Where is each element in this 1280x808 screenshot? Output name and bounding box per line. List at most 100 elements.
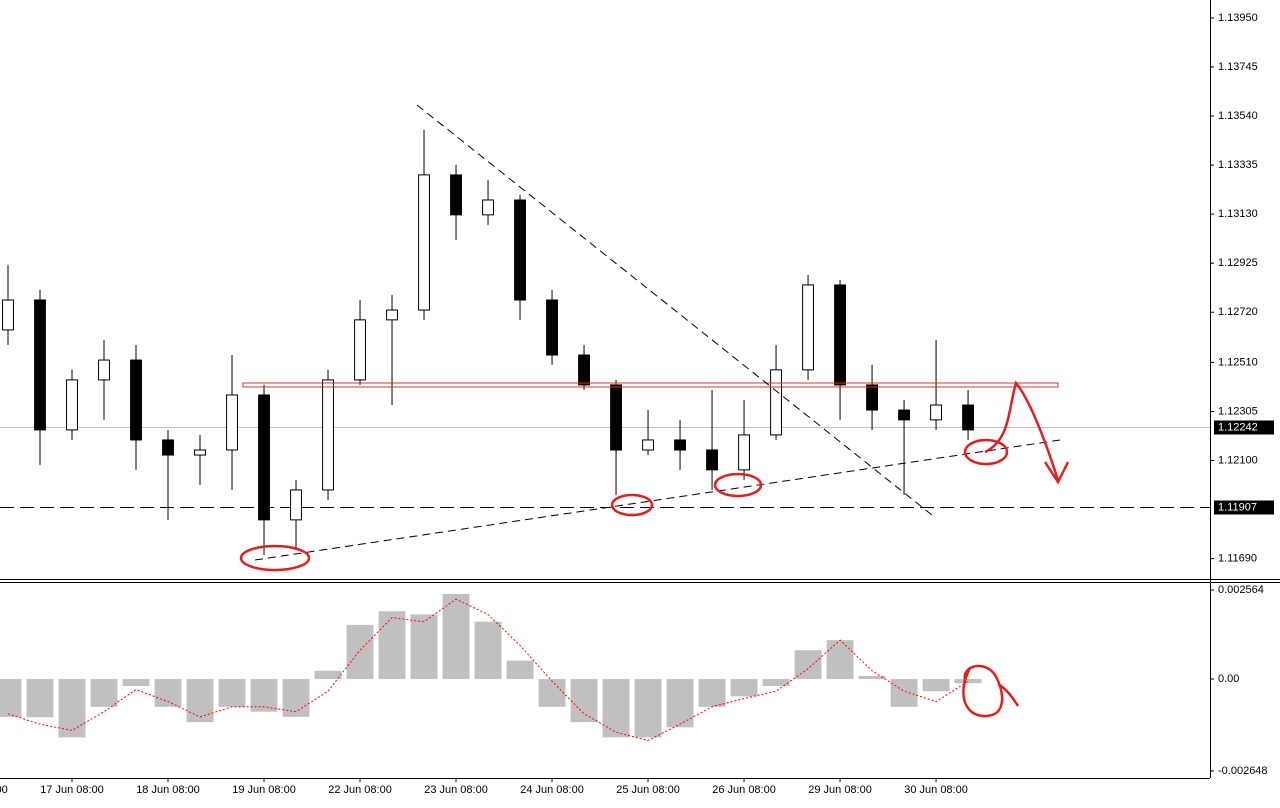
histogram-bar [858,675,886,680]
candle-body [802,284,814,371]
y-tick-label: 1.12720 [1218,306,1258,318]
candle-body [706,449,718,471]
candle-body [450,174,462,216]
candle-body [546,299,558,356]
histogram-bar [90,679,118,707]
histogram-bar [666,679,694,728]
candle-body [258,394,270,521]
x-tick-label: 29 Jun 08:00 [808,784,872,796]
y-tick-label: 1.12305 [1218,405,1258,417]
histogram-bar [154,679,182,707]
histogram-bar [410,614,438,680]
x-tick-label: 24 Jun 08:00 [520,784,584,796]
candle-body [482,199,494,216]
candle-body [514,199,526,301]
y-tick-label: 1.13745 [1218,61,1258,73]
x-tick-label: 23 Jun 08:00 [424,784,488,796]
candle-body [2,299,14,331]
price-layer: 1.13950 1.13745 1.13540 1.13335 1.13130 1.129… [0,12,1274,565]
highlight-circle [239,544,311,572]
histogram-bar [698,679,726,707]
trend-line [254,439,1061,561]
y-tick-label: 1.13540 [1218,110,1258,122]
x-tick-label: 22 Jun 08:00 [328,784,392,796]
histogram-bar [954,679,982,684]
x-tick-label: 30 Jun 08:00 [904,784,968,796]
price-label-box [1214,420,1274,435]
candle-body [770,369,782,436]
resistance-zone [242,382,1059,388]
candle-body [386,309,398,321]
signal-line [7,598,969,742]
histogram-bar [506,660,534,680]
x-tick-label: 17 Jun 08:00 [40,784,104,796]
candle-body [130,359,142,441]
candle-body [34,299,46,431]
histogram-bar [794,650,822,680]
histogram-bar [250,679,278,712]
histogram-bar [570,679,598,723]
histogram-bar [26,679,54,718]
histogram-bar [218,679,246,707]
price-label: 1.12242 [1218,421,1258,433]
highlight-circle [962,664,1020,718]
x-tick-label: 16 Jun 08:00 [0,784,8,796]
trend-line [416,104,933,516]
histogram-bar [762,679,790,686]
histogram-bar [826,640,854,680]
candle-body [962,404,975,431]
y-tick-label: 1.13335 [1218,159,1258,171]
highlight-circle [713,472,763,498]
candle-body [642,439,654,451]
histogram-bar [634,679,662,738]
candle-body [898,409,911,421]
candle-body [834,284,846,386]
y-tick-label: 1.12925 [1218,257,1258,269]
histogram-bar [314,670,342,680]
x-tick-label: 26 Jun 08:00 [712,784,776,796]
price-label: 1.11907 [1218,501,1257,513]
y-tick-label: 1.13130 [1218,208,1258,220]
histogram-bar [442,593,470,680]
candle-body [418,174,430,311]
candle-body [866,384,878,411]
histogram-bar [186,679,214,723]
candle-body [194,449,206,456]
x-tick-label: 25 Jun 08:00 [616,784,680,796]
x-tick-label: 19 Jun 08:00 [232,784,296,796]
histogram-bar [122,679,150,686]
x-tick-label: 18 Jun 08:00 [136,784,200,796]
candle-body [738,434,750,471]
candle-body [930,404,943,421]
candle-body [610,384,622,451]
arrow-head [1043,461,1070,485]
histogram-bar [890,679,918,707]
y-tick-label: -0.002648 [1218,765,1268,777]
y-tick-label: 0.00 [1218,673,1239,685]
histogram-bar [602,679,630,738]
histogram-bar [538,679,566,707]
forecast-arrow [984,380,1060,481]
candle-body [674,439,686,451]
y-tick-label: 1.12100 [1218,454,1258,466]
candle-body [290,489,302,521]
histogram-bar [730,679,758,697]
histogram-bar [474,621,502,680]
candle-body [98,359,110,381]
annotations [239,104,1070,718]
y-tick-label: 0.002564 [1218,584,1264,596]
candle-body [66,379,78,431]
histogram-bar [58,679,86,738]
y-tick-label: 1.12510 [1218,356,1258,368]
candle-body [322,379,334,491]
candle-body [162,439,174,456]
candle-body [226,394,238,451]
y-tick-label: 1.11690 [1218,553,1257,565]
candle-body [578,354,590,386]
histogram-bar [378,611,406,680]
y-tick-label: 1.13950 [1218,12,1258,24]
highlight-circle [610,493,654,517]
